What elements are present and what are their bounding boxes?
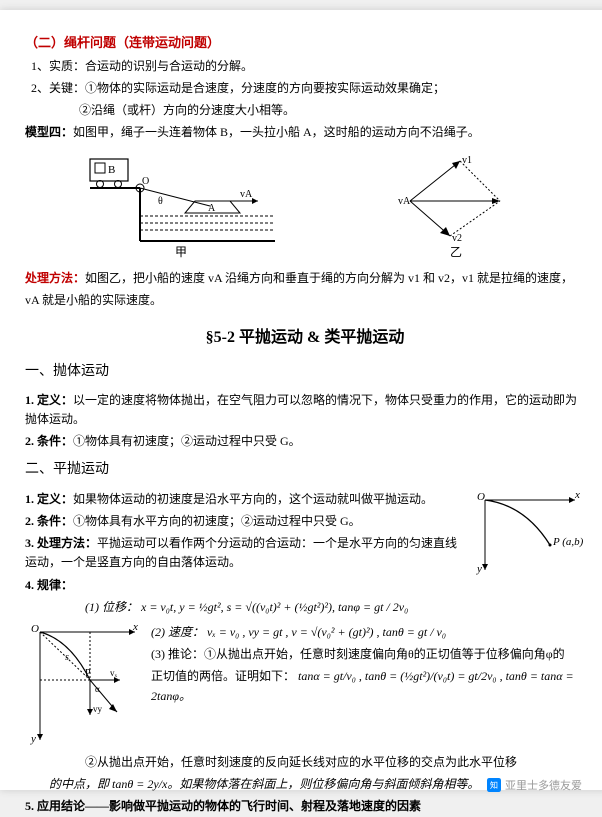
- rope-section-heading: （二）绳杆问题（连带运动问题）: [25, 33, 585, 54]
- svg-text:P: P: [85, 668, 91, 679]
- zhihu-watermark: 知 亚里士多德友爱: [487, 777, 582, 793]
- parabola-axis-diagram-icon: O x y P (a,b): [475, 490, 585, 580]
- f3-text1: ①从抛出点开始，任意时刻速度偏向角θ的正切值等于位移偏向角φ的: [204, 647, 565, 661]
- key-line-2: ②沿绳（或杆）方向的分速度大小相等。: [25, 101, 585, 120]
- method-label: 处理方法：: [25, 271, 85, 285]
- essence-line: 1、实质：合运动的识别与合运动的分解。: [25, 57, 585, 76]
- document-page: （二）绳杆问题（连带运动问题） 1、实质：合运动的识别与合运动的分解。 2、关键…: [0, 10, 602, 790]
- svg-text:vA: vA: [240, 189, 253, 200]
- method-line-2: vA 就是小船的实际速度。: [25, 291, 585, 310]
- watermark-text: 亚里士多德友爱: [505, 777, 582, 793]
- svg-text:vₓ: vₓ: [110, 668, 118, 678]
- svg-text:vA: vA: [398, 196, 411, 207]
- projectile-condition: 2. 条件：①物体具有初速度；②运动过程中只受 G。: [25, 432, 585, 451]
- f3-mid: 正切值的两倍。证明如下：: [151, 669, 295, 683]
- svg-text:知: 知: [490, 780, 498, 790]
- svg-text:y: y: [476, 563, 482, 575]
- svg-text:B: B: [108, 164, 115, 176]
- svg-text:s: s: [65, 652, 69, 663]
- proc-label: 3. 处理方法：: [25, 536, 97, 550]
- formula-1: (1) 位移： x = v₀t, y = ½gt², s = √((v₀t)² …: [25, 598, 585, 617]
- svg-text:乙: 乙: [450, 245, 462, 259]
- svg-text:x: x: [574, 490, 580, 501]
- def-text-1: 以一定的速度将物体抛出，在空气阻力可以忽略的情况下，物体只受重力的作用，它的运动…: [25, 393, 577, 426]
- svg-text:v2: v2: [452, 233, 462, 244]
- chapter-title: §5-2 平抛运动 & 类平抛运动: [25, 325, 585, 351]
- def-text-2: 如果物体运动的初速度是沿水平方向的，这个运动就叫做平抛运动。: [73, 492, 433, 506]
- method-line-1: 处理方法：如图乙，把小船的速度 vA 沿绳方向和垂直于绳的方向分解为 v1 和 …: [25, 269, 585, 288]
- cond-label-1: 2. 条件：: [25, 434, 73, 448]
- svg-text:A: A: [208, 203, 216, 214]
- def-label-1: 1. 定义：: [25, 393, 73, 407]
- rule-label: 4. 规律：: [25, 578, 73, 592]
- cond-label-2: 2. 条件：: [25, 514, 73, 528]
- model-text: 如图甲，绳子一头连着物体 B，一头拉小船 A，这时船的运动方向不沿绳子。: [73, 125, 480, 139]
- subheading-1: 一、抛体运动: [25, 361, 585, 383]
- svg-text:θ: θ: [158, 196, 163, 207]
- cond-text-2: ①物体具有水平方向的初速度；②运动过程中只受 G。: [73, 514, 361, 528]
- svg-text:O: O: [31, 623, 39, 635]
- key-line-1: 2、关键：①物体的实际运动是合速度，分速度的方向要按实际运动效果确定；: [25, 79, 585, 98]
- model-four-line: 模型四：如图甲，绳子一头连着物体 B，一头拉小船 A，这时船的运动方向不沿绳子。: [25, 123, 585, 142]
- trajectory-components-diagram-icon: O x y s vₓ vy α P: [25, 620, 145, 750]
- def-label-2: 1. 定义：: [25, 492, 73, 506]
- subheading-2: 二、平抛运动: [25, 459, 585, 481]
- f2-text: vₓ = v₀ , vy = gt , v = √(v₀² + (gt)²) ,…: [207, 625, 446, 639]
- svg-text:vy: vy: [93, 704, 103, 714]
- svg-text:x: x: [132, 621, 138, 633]
- method-text-1: 如图乙，把小船的速度 vA 沿绳方向和垂直于绳的方向分解为 v1 和 v2，v1…: [85, 271, 573, 285]
- f1-text: x = v₀t, y = ½gt², s = √((v₀t)² + (½gt²)…: [141, 600, 408, 614]
- inference-line-2: ②从抛出点开始，任意时刻速度的反向延长线对应的水平位移的交点为此水平位移: [25, 753, 585, 772]
- f3-label: (3) 推论：: [151, 647, 204, 661]
- svg-text:α: α: [95, 684, 100, 694]
- svg-text:O: O: [477, 491, 485, 503]
- svg-text:y: y: [30, 733, 36, 745]
- svg-text:O: O: [142, 176, 149, 187]
- cond-text-1: ①物体具有初速度；②运动过程中只受 G。: [73, 434, 301, 448]
- f1-label: (1) 位移：: [85, 600, 138, 614]
- vector-diagram-icon: v1 vA v2 乙: [390, 151, 530, 261]
- diagram-row-1: B O θ A vA 甲 v1 vA: [25, 151, 585, 261]
- svg-text:甲: 甲: [175, 245, 187, 259]
- zhihu-logo-icon: 知: [487, 778, 501, 792]
- model-label: 模型四：: [25, 125, 73, 139]
- boat-diagram-icon: B O θ A vA 甲: [80, 151, 280, 261]
- projectile-definition: 1. 定义：以一定的速度将物体抛出，在空气阻力可以忽略的情况下，物体只受重力的作…: [25, 391, 585, 429]
- application-conclusion: 5. 应用结论——影响做平抛运动的物体的飞行时间、射程及落地速度的因素: [25, 797, 585, 816]
- f2-label: (2) 速度：: [151, 625, 204, 639]
- svg-text:P (a,b): P (a,b): [552, 536, 584, 548]
